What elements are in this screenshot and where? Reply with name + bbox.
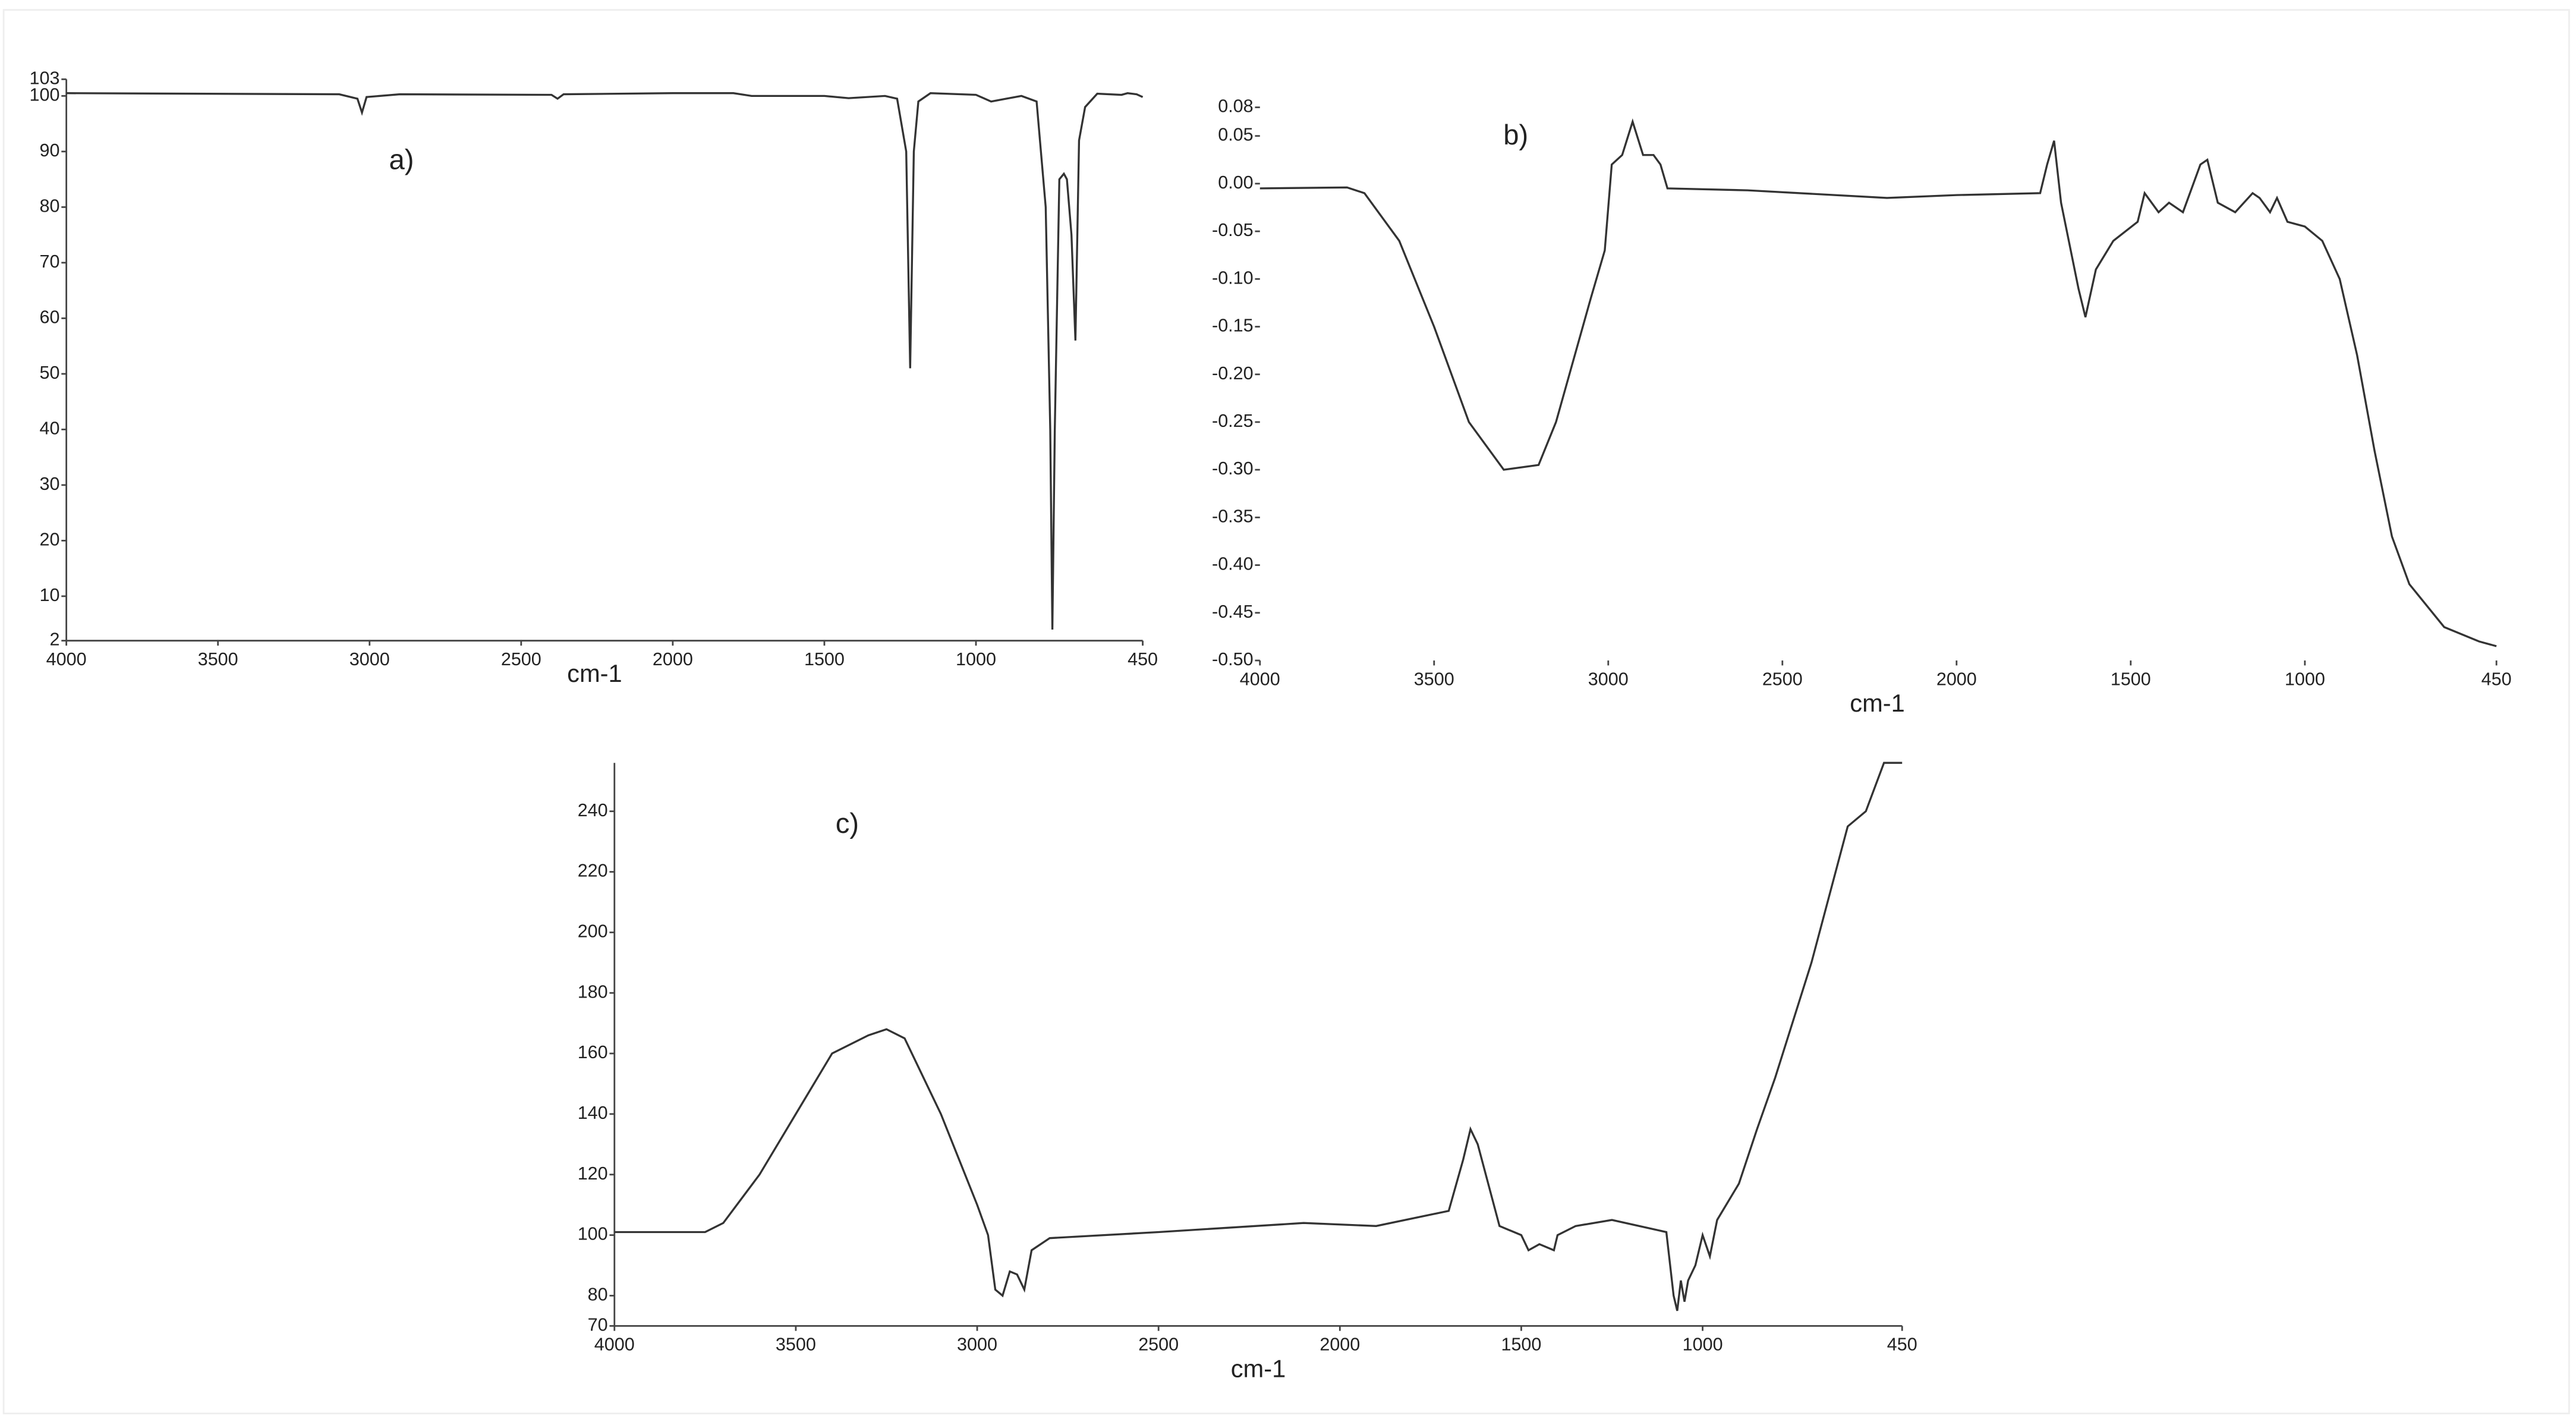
- x-axis-label: cm-1: [567, 659, 622, 687]
- panel-label: a): [389, 144, 414, 176]
- x-axis-label: cm-1: [1231, 1354, 1286, 1382]
- y-tick-label: 2: [50, 630, 60, 650]
- y-tick-label: -0.10: [1212, 268, 1254, 288]
- x-tick-label: 450: [1887, 1335, 1917, 1355]
- spectrum-line: [614, 762, 1903, 1311]
- x-tick-label: 4000: [46, 649, 87, 669]
- y-tick-label: 70: [40, 251, 60, 272]
- y-tick-label: -0.35: [1212, 506, 1254, 526]
- y-tick-label: -0.45: [1212, 602, 1254, 622]
- y-tick-label: 80: [588, 1284, 608, 1304]
- x-tick-label: 4000: [1240, 669, 1280, 689]
- x-tick-label: 3000: [1588, 669, 1629, 689]
- frame: [2, 9, 2570, 1414]
- x-tick-label: 3500: [1414, 669, 1454, 689]
- panel-label: b): [1503, 119, 1528, 151]
- y-tick-label: 103: [30, 68, 60, 88]
- x-tick-label: 3000: [349, 649, 390, 669]
- y-tick-label: 140: [578, 1103, 608, 1123]
- x-tick-label: 2000: [653, 649, 693, 669]
- y-tick-label: 80: [40, 196, 60, 216]
- spectrum-line: [1259, 118, 2497, 647]
- x-axis-label: cm-1: [1850, 689, 1905, 717]
- y-tick-label: 10: [40, 585, 60, 605]
- x-tick-label: 1500: [1501, 1335, 1541, 1355]
- x-tick-label: 1500: [804, 649, 845, 669]
- y-tick-label: 120: [578, 1163, 608, 1184]
- y-tick-label: 30: [40, 474, 60, 494]
- y-tick-label: 220: [578, 861, 608, 881]
- x-tick-label: 1000: [956, 649, 996, 669]
- y-tick-label: 100: [30, 84, 60, 105]
- y-tick-label: 90: [40, 140, 60, 161]
- y-tick-label: -0.25: [1212, 411, 1254, 431]
- y-tick-label: -0.15: [1212, 316, 1254, 336]
- y-tick-label: 20: [40, 529, 60, 549]
- x-tick-label: 2500: [501, 649, 541, 669]
- y-tick-label: 50: [40, 363, 60, 383]
- y-tick-label: -0.30: [1212, 458, 1254, 479]
- x-tick-label: 450: [1128, 649, 1158, 669]
- x-tick-label: 1500: [2111, 669, 2151, 689]
- y-tick-label: 0.05: [1218, 125, 1253, 145]
- x-tick-label: 2500: [1138, 1335, 1179, 1355]
- y-tick-label: -0.20: [1212, 363, 1254, 383]
- x-tick-label: 2000: [1936, 669, 1977, 689]
- y-tick-label: -0.40: [1212, 554, 1254, 574]
- panel-label: c): [836, 808, 859, 839]
- x-tick-label: 3500: [198, 649, 238, 669]
- x-tick-label: 3000: [957, 1335, 997, 1355]
- y-tick-label: 0.00: [1218, 172, 1253, 193]
- y-tick-label: -0.50: [1212, 649, 1254, 669]
- x-tick-label: 2500: [1762, 669, 1803, 689]
- y-tick-label: 160: [578, 1042, 608, 1062]
- y-tick-label: 60: [40, 307, 60, 327]
- x-tick-label: 1000: [1683, 1335, 1723, 1355]
- x-tick-label: 1000: [2285, 669, 2325, 689]
- y-tick-label: 180: [578, 982, 608, 1002]
- spectrum-line: [66, 92, 1144, 630]
- x-tick-label: 3500: [776, 1335, 816, 1355]
- x-tick-label: 4000: [594, 1335, 635, 1355]
- y-tick-label: 70: [588, 1314, 608, 1335]
- y-tick-label: 0.08: [1218, 96, 1253, 117]
- y-tick-label: 100: [578, 1224, 608, 1244]
- y-tick-label: 200: [578, 921, 608, 941]
- x-tick-label: 2000: [1320, 1335, 1360, 1355]
- y-tick-label: 240: [578, 800, 608, 820]
- x-tick-label: 450: [2481, 669, 2512, 689]
- y-tick-label: -0.05: [1212, 220, 1254, 240]
- y-tick-label: 40: [40, 418, 60, 438]
